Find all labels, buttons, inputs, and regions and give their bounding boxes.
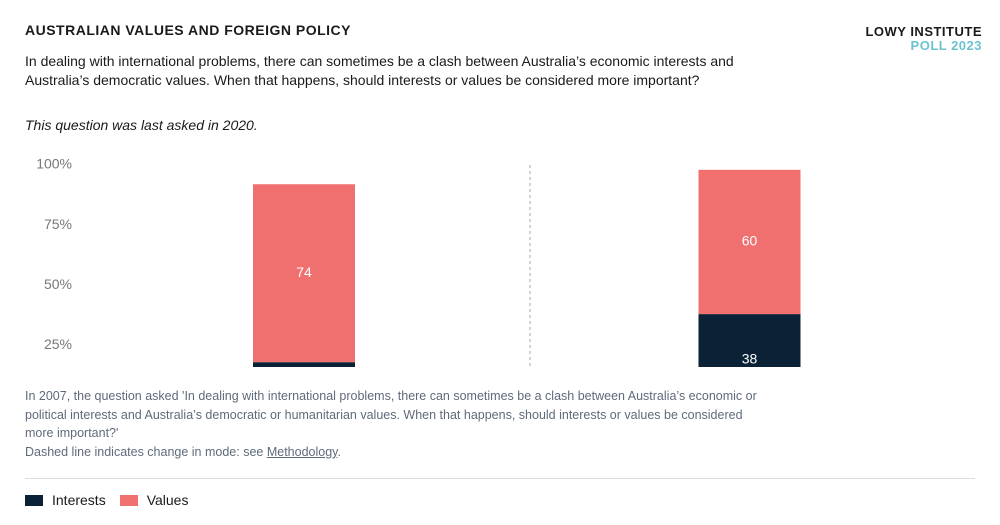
subtitle: In dealing with international problems, … [25, 53, 734, 88]
legend-label: Values [146, 492, 189, 508]
legend-item: Interests [25, 492, 106, 508]
bar-segment [698, 314, 801, 367]
data-label: 60 [742, 233, 758, 249]
chart: 18743860 25%50%75%100% [36, 156, 801, 367]
divider [25, 478, 975, 479]
legend-item: Values [119, 492, 189, 508]
bar-segment [253, 184, 355, 363]
brand-sub: POLL 2023 [910, 38, 982, 53]
y-tick-label: 25% [44, 336, 72, 352]
data-label: 38 [742, 350, 758, 366]
y-tick-label: 100% [36, 156, 72, 172]
plot: 18743860 [253, 169, 801, 367]
note: In 2007, the question asked 'In dealing … [25, 387, 760, 461]
y-tick-label: 50% [44, 276, 72, 292]
legend-swatch [25, 494, 43, 506]
note-text: Dashed line indicates change in mode: se… [25, 444, 267, 459]
chart-title: AUSTRALIAN VALUES AND FOREIGN POLICY [25, 22, 352, 38]
brand: LOWY INSTITUTE POLL 2023 [865, 25, 982, 53]
bar-segment [253, 362, 355, 367]
question-note: This question was last asked in 2020. [25, 117, 258, 133]
bar-segment [698, 169, 801, 315]
legend-swatch [119, 494, 138, 506]
data-label: 74 [296, 264, 312, 280]
legend: Interests Values [25, 492, 202, 508]
note-text: In 2007, the question asked 'In dealing … [25, 389, 757, 440]
note-line: Dashed line indicates change in mode: se… [25, 443, 760, 462]
methodology-link[interactable]: Methodology [266, 444, 338, 459]
brand-name: LOWY INSTITUTE [865, 24, 982, 39]
note-text: . [337, 444, 341, 459]
y-tick-label: 75% [44, 216, 72, 232]
legend-label: Interests [52, 492, 106, 508]
